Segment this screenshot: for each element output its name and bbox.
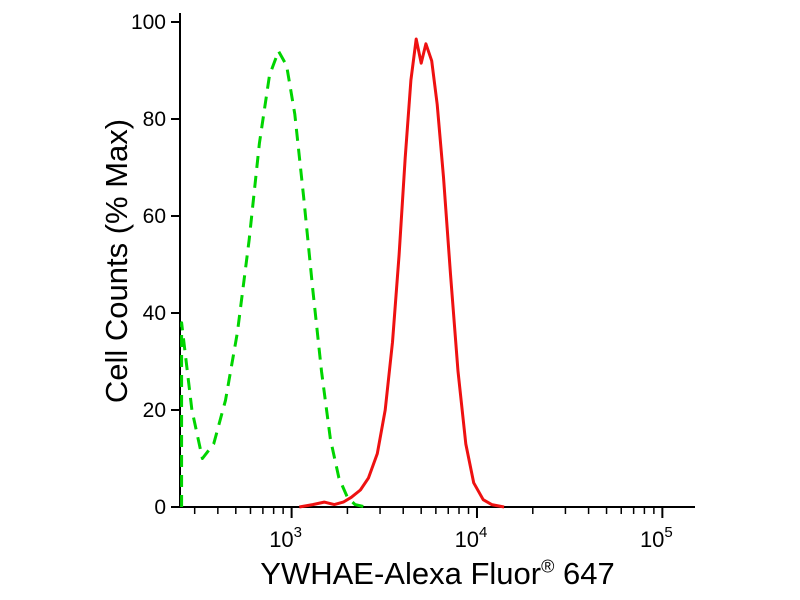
- y-tick-label: 100: [131, 11, 166, 34]
- x-axis-label-suffix: 647: [554, 556, 615, 591]
- control-green-dashed-curve: [180, 49, 366, 509]
- x-axis-label: YWHAE-Alexa Fluor® 647: [180, 556, 695, 592]
- x-tick-label: 105: [640, 524, 673, 552]
- x-tick-label: 104: [455, 524, 488, 552]
- x-axis-label-main: YWHAE-Alexa Fluor: [260, 556, 542, 591]
- registered-trademark-icon: ®: [541, 556, 555, 577]
- y-axis-label: Cell Counts (% Max): [99, 118, 134, 404]
- ywhae-red-solid-curve: [299, 37, 505, 509]
- y-tick-label: 0: [154, 496, 166, 519]
- y-tick-label: 60: [143, 205, 166, 228]
- y-tick-label: 80: [143, 108, 166, 131]
- y-tick-label: 40: [143, 302, 166, 325]
- x-tick-label: 103: [269, 524, 302, 552]
- y-tick-label: 20: [143, 399, 166, 422]
